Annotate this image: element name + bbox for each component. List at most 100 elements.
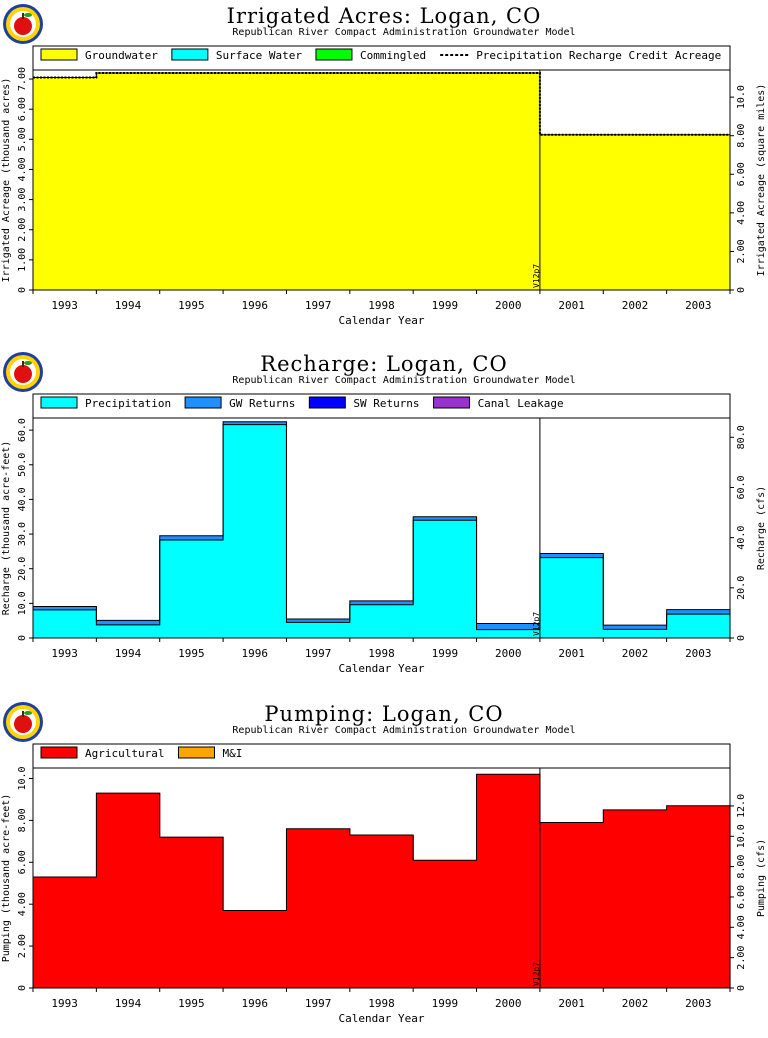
series-outline [33, 424, 730, 631]
legend-label: Surface Water [216, 49, 302, 62]
series-bar [476, 73, 541, 290]
model-version-label: V12p7 [532, 962, 541, 986]
legend-swatch [171, 48, 209, 61]
y-right-tick-label: 8.00 [736, 855, 747, 879]
series-bar [33, 77, 97, 291]
series-bar [539, 134, 604, 290]
legend-label: Canal Leakage [478, 397, 564, 410]
legend-label: Agricultural [85, 747, 164, 760]
y-tick-label: 1.00 [17, 248, 28, 272]
y-tick-label: 6.00 [17, 850, 28, 874]
pumping-chart: Agricultural M&I V12p7 0 2.00 4.00 6.00 8.00 10.… [1, 743, 767, 1025]
x-tick-label: 2001 [558, 299, 585, 312]
legend-swatch [177, 746, 215, 759]
series-bar [413, 73, 478, 290]
series-bar [159, 535, 224, 540]
series-bar [666, 805, 731, 988]
apple-logo-icon [3, 702, 43, 742]
y-tick-label: 10.0 [17, 766, 28, 790]
series-bar [413, 860, 478, 988]
apple-logo-icon [3, 352, 43, 392]
series-bar [223, 421, 288, 425]
x-tick-label: 2002 [622, 997, 649, 1010]
series-bar [223, 424, 288, 638]
series-bar [159, 837, 224, 988]
y-right-tick-label: 4.00 [736, 201, 747, 225]
chart-title: Recharge: Logan, CO [260, 352, 508, 376]
legend-label: SW Returns [353, 397, 419, 410]
x-tick-label: 1993 [51, 997, 78, 1010]
series-bar [96, 620, 161, 625]
legend-box [32, 45, 731, 71]
legend-label: Precipitation [85, 397, 171, 410]
y-tick-label: 0 [17, 635, 28, 641]
precip-credit-line [33, 72, 730, 136]
series-bar [159, 73, 224, 290]
x-tick-label: 2003 [685, 647, 712, 660]
series-bar [349, 604, 414, 638]
y-tick-label: 10.0 [17, 591, 28, 615]
x-tick-label: 1999 [432, 647, 459, 660]
irrigated-acres-chart: Groundwater Surface Water Commingled Precip… [1, 45, 767, 327]
legend-label: Groundwater [85, 49, 158, 62]
series-bar [223, 910, 288, 988]
series-bar [349, 73, 414, 290]
recharge-chart: Precipitation GW Returns SW Returns Canal L… [1, 393, 767, 675]
y-right-tick-label: 8.00 [736, 124, 747, 148]
series-bar [33, 609, 97, 638]
x-tick-label: 1993 [51, 299, 78, 312]
legend-label: Precipitation Recharge Credit Acreage [476, 49, 721, 62]
y-right-tick-label: 6.00 [736, 162, 747, 186]
x-tick-label: 1994 [115, 997, 142, 1010]
y-tick-label: 5.00 [17, 127, 28, 151]
x-tick-label: 1997 [305, 997, 332, 1010]
y-tick-label: 0 [17, 287, 28, 293]
y-tick-label: 0 [17, 985, 28, 991]
x-tick-label: 2000 [495, 647, 522, 660]
pumping-panel: Pumping: Logan, CO Republican River Comp… [0, 698, 768, 1038]
plot-frame [32, 767, 731, 989]
y-tick-label: 60.0 [17, 418, 28, 442]
y-right-tick-label: 0 [736, 287, 747, 293]
legend-swatch [315, 48, 353, 61]
series-bar [666, 134, 731, 290]
legend-box [32, 393, 731, 419]
x-tick-label: 1996 [242, 647, 269, 660]
x-tick-label: 2002 [622, 299, 649, 312]
y-tick-label: 50.0 [17, 453, 28, 477]
series-bar [159, 539, 224, 638]
series-bar [603, 625, 668, 630]
y-axis-label: Irrigated Acreage (thousand acres) [1, 78, 12, 283]
series-outline [33, 773, 730, 911]
series-bar [96, 793, 161, 988]
legend-swatch [40, 48, 78, 61]
model-version-label: V12p7 [532, 264, 541, 288]
legend-swatch [433, 396, 471, 409]
x-tick-label: 2003 [685, 997, 712, 1010]
recharge-panel: Recharge: Logan, CO Republican River Com… [0, 348, 768, 688]
y-right-axis-label: Pumping (cfs) [756, 839, 767, 917]
x-tick-label: 1999 [432, 997, 459, 1010]
legend-swatch [308, 396, 346, 409]
x-axis-label: Calendar Year [338, 662, 424, 675]
series-bar [286, 618, 351, 623]
y-tick-label: 40.0 [17, 487, 28, 511]
legend-swatch [40, 396, 78, 409]
series-bar [539, 822, 604, 988]
y-tick-label: 4.00 [17, 892, 28, 916]
legend-box [32, 743, 731, 769]
apple-logo-icon [3, 4, 43, 44]
plot-frame [32, 417, 731, 639]
legend-swatch [184, 396, 222, 409]
series-bar [349, 835, 414, 988]
x-axis-label: Calendar Year [338, 1012, 424, 1025]
series-bar [96, 624, 161, 638]
x-tick-label: 2000 [495, 299, 522, 312]
y-right-tick-label: 2.00 [736, 946, 747, 970]
series-bar [666, 609, 731, 615]
x-tick-label: 1998 [368, 299, 395, 312]
series-bar [286, 622, 351, 638]
series-bar [96, 73, 161, 290]
y-tick-label: 2.00 [17, 934, 28, 958]
series-bar [539, 553, 604, 558]
